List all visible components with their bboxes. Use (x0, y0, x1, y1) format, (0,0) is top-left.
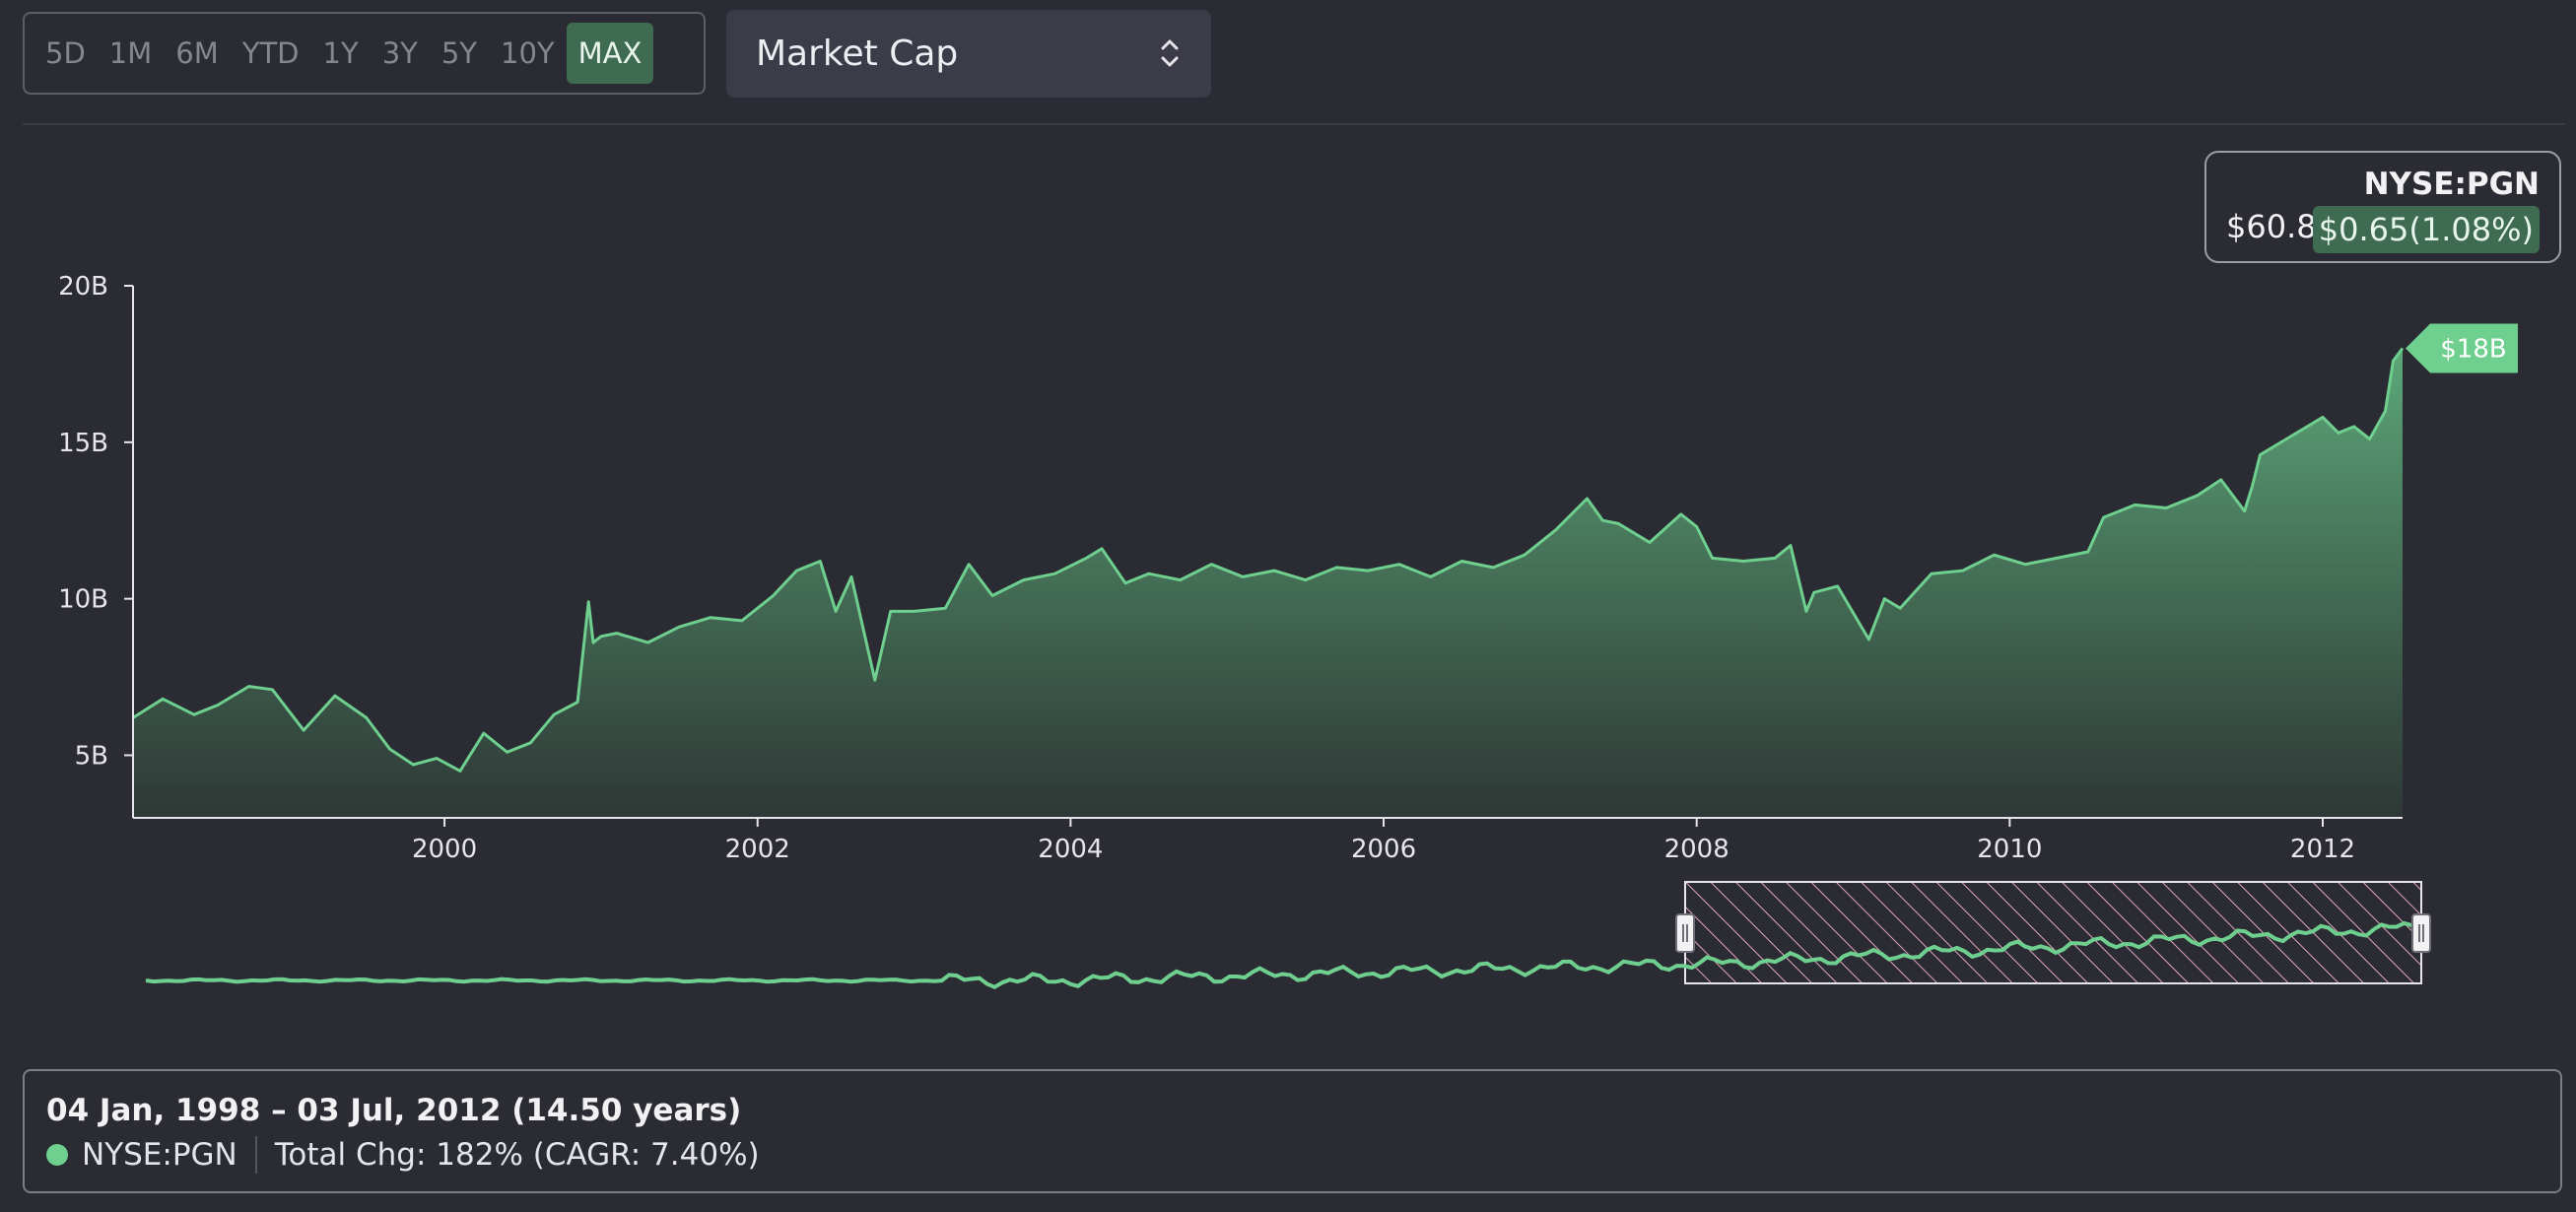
range-button-1m[interactable]: 1M (108, 36, 153, 70)
ticker-info-box: NYSE:PGN $60.82 $0.65(1.08%) (2204, 151, 2561, 263)
summary-panel: 04 Jan, 1998 – 03 Jul, 2012 (14.50 years… (23, 1069, 2562, 1193)
handle-grip (2411, 913, 2431, 953)
series-name: NYSE:PGN (82, 1137, 237, 1173)
time-range-selector: 5D 1M 6M YTD 1Y 3Y 5Y 10Y MAX (23, 12, 706, 95)
navigator-right-handle[interactable] (2411, 913, 2431, 953)
y-tick-label: 15B (58, 429, 108, 458)
metric-select[interactable]: Market Cap (726, 10, 1211, 98)
range-button-5y[interactable]: 5Y (441, 36, 478, 70)
range-button-ytd[interactable]: YTD (241, 36, 300, 70)
market-cap-chart: 5B 10B 15B 20B 2000 2002 2004 2006 2008 2010 2012 $… (58, 272, 2518, 990)
range-button-6m[interactable]: 6M (175, 36, 219, 70)
series-area-nyse-pgn (133, 348, 2403, 818)
series-line-nyse-pgn (132, 347, 2405, 773)
ticker-symbol: NYSE:PGN (2363, 167, 2540, 202)
x-tick-label: 2012 (2290, 835, 2355, 864)
x-tick-label: 2010 (1977, 835, 2042, 864)
metric-select-value: Market Cap (756, 34, 959, 74)
summary-date-range: 04 Jan, 1998 – 03 Jul, 2012 (14.50 years… (46, 1093, 742, 1128)
x-tick-label: 2000 (412, 835, 477, 864)
chevron-up-down-icon (1161, 39, 1179, 67)
y-tick-label: 10B (58, 585, 108, 615)
range-button-3y[interactable]: 3Y (381, 36, 418, 70)
navigator-left-handle[interactable] (1675, 913, 1695, 953)
x-tick-label: 2006 (1351, 835, 1416, 864)
y-tick-label: 20B (58, 272, 108, 302)
navigator-series-line (145, 920, 2421, 990)
ticker-change-badge: $0.65(1.08%) (2312, 206, 2540, 253)
range-button-10y[interactable]: 10Y (501, 36, 555, 70)
series-color-dot (46, 1144, 68, 1166)
range-button-5d[interactable]: 5D (45, 36, 86, 70)
summary-legend-row: NYSE:PGN Total Chg: 182% (CAGR: 7.40%) (46, 1136, 760, 1174)
x-tick-label: 2008 (1664, 835, 1729, 864)
last-value-label: $18B (2440, 335, 2506, 365)
x-tick-label: 2004 (1038, 835, 1103, 864)
x-tick-label: 2002 (725, 835, 790, 864)
separator (254, 1136, 257, 1174)
y-tick-label: 5B (75, 741, 108, 771)
range-button-1y[interactable]: 1Y (322, 36, 359, 70)
header-divider (23, 123, 2565, 125)
range-button-max[interactable]: MAX (566, 23, 654, 84)
last-value-tag (2406, 323, 2518, 373)
handle-grip (1675, 913, 1695, 953)
total-change: Total Chg: 182% (CAGR: 7.40%) (274, 1137, 760, 1173)
